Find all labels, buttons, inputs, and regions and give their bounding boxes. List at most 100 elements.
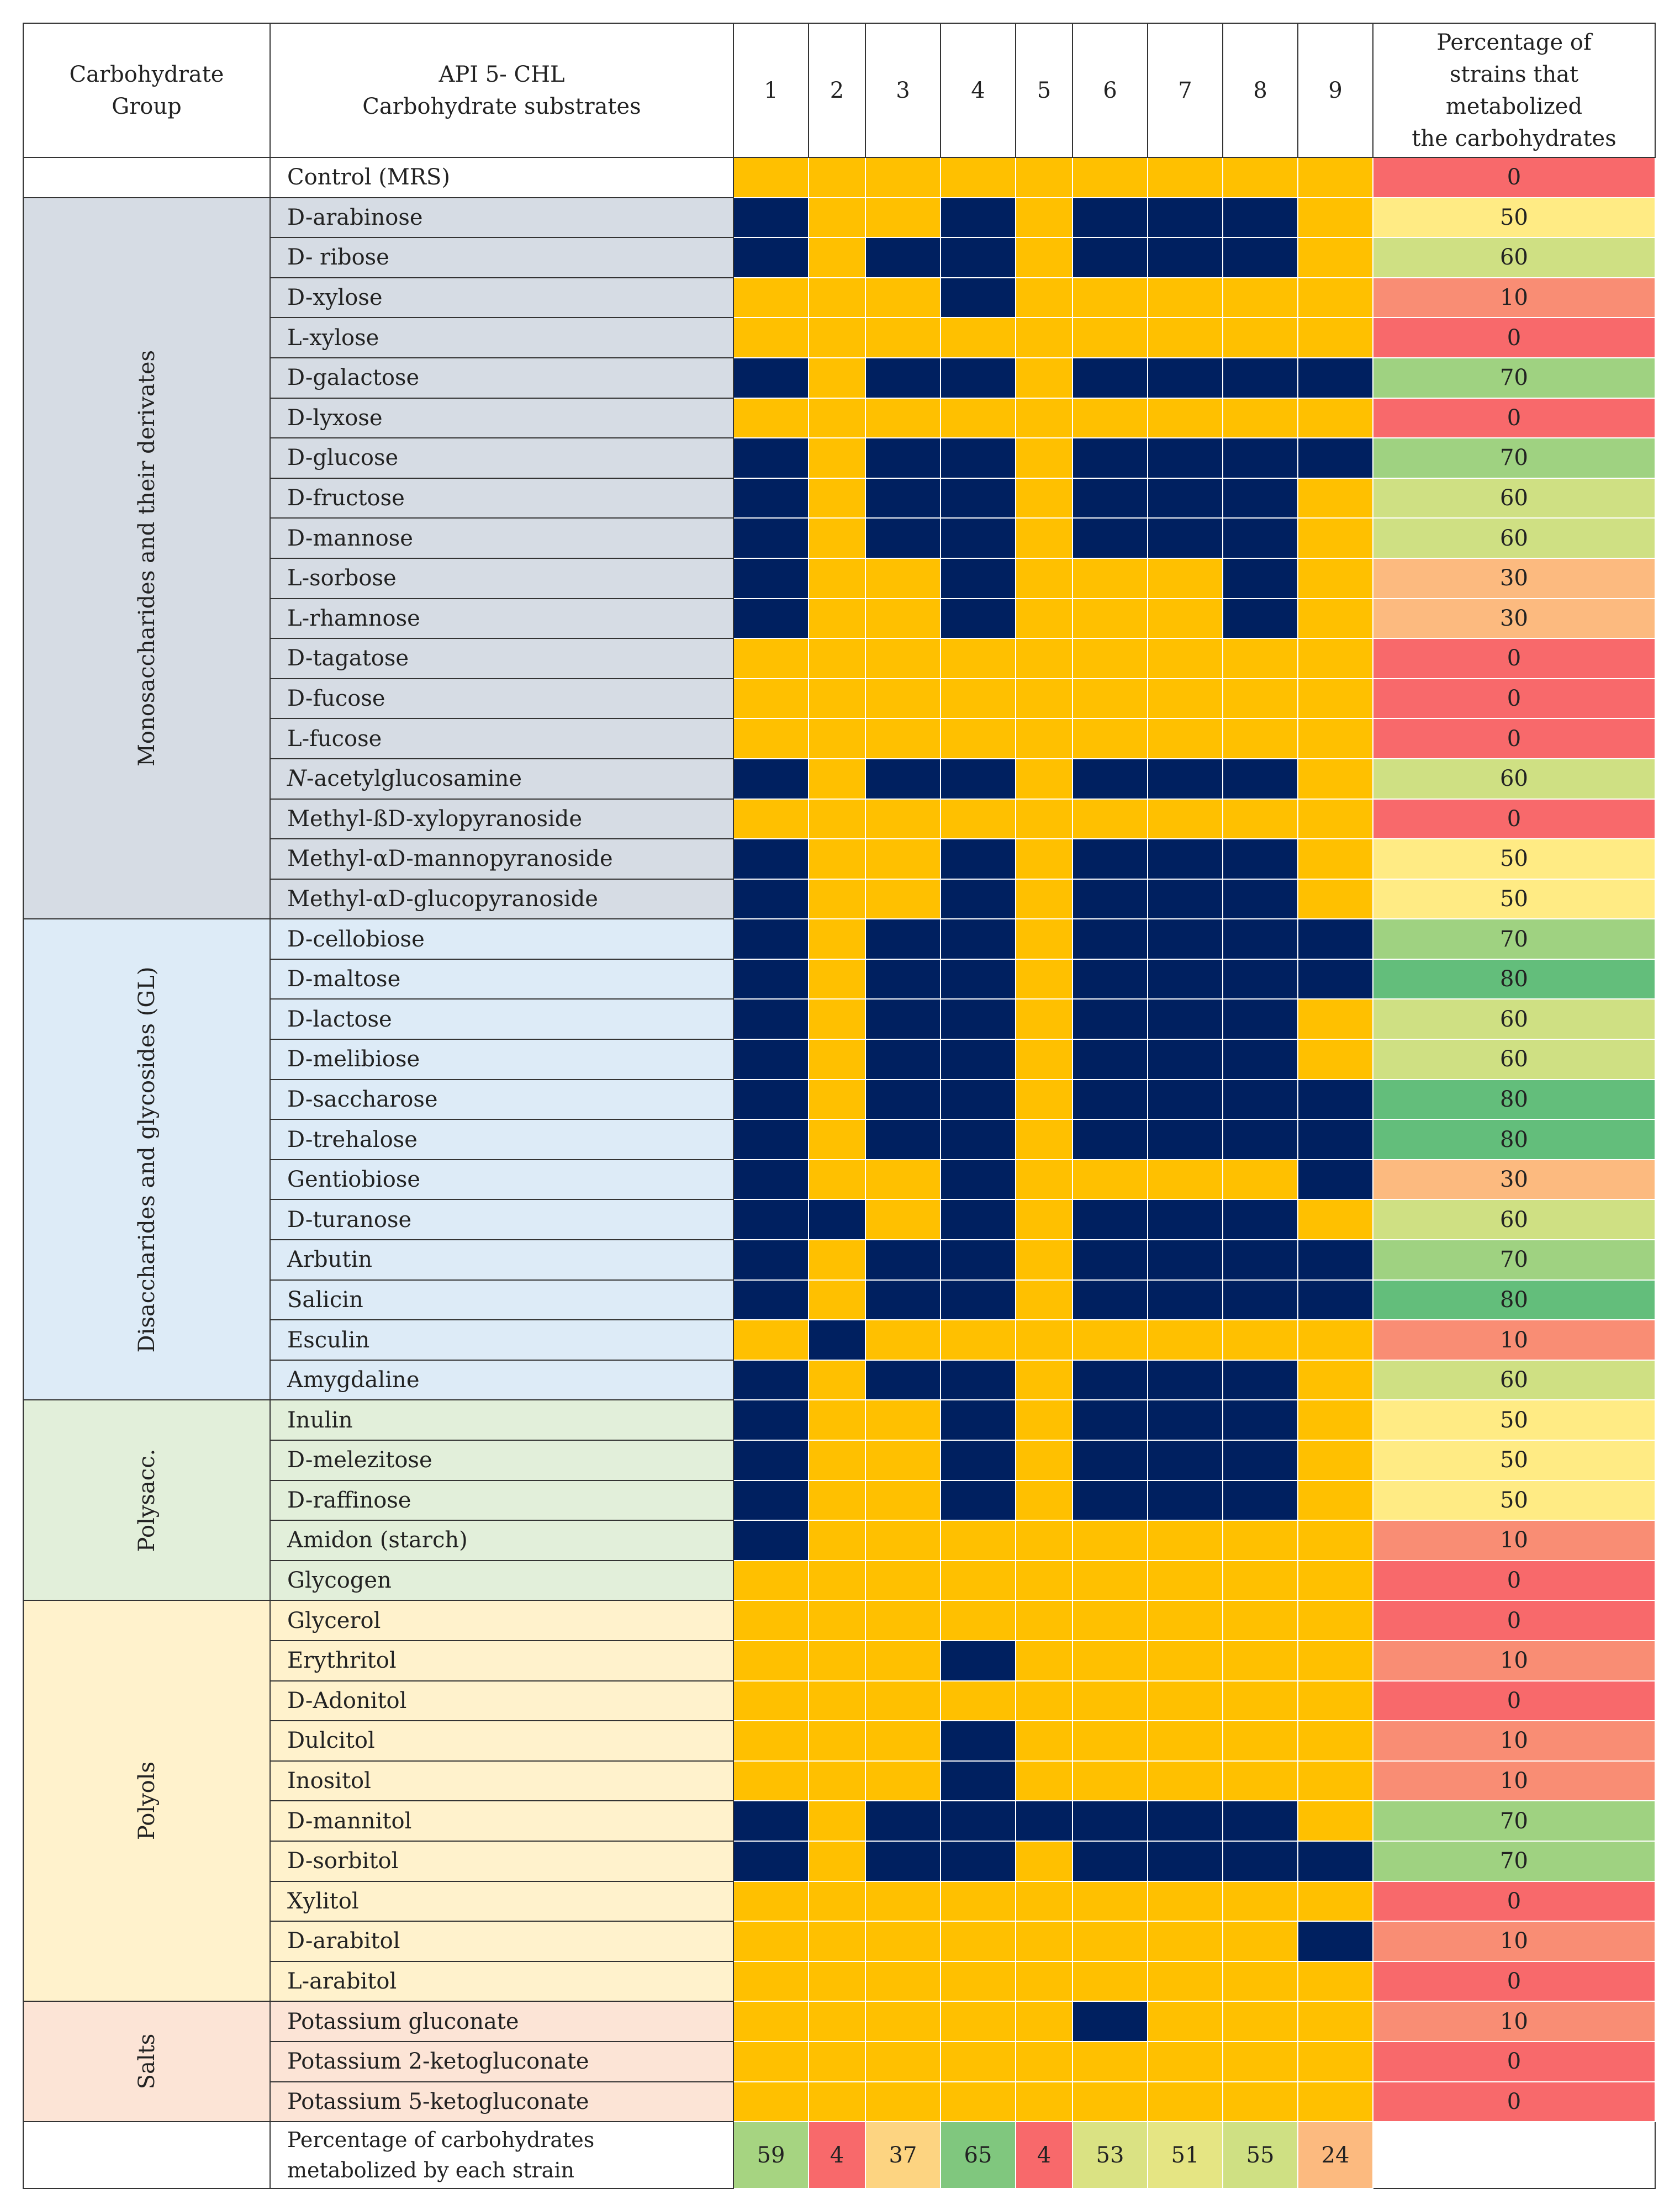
strain-result-cell <box>1222 157 1298 198</box>
strain-result-cell <box>1147 1520 1223 1561</box>
percentage-cell: 70 <box>1372 1840 1656 1882</box>
strain-result-cell <box>1297 1640 1373 1681</box>
table-row: L-xylose 0 <box>23 317 1656 358</box>
strain-result-cell <box>1297 517 1373 559</box>
strain-result-cell <box>733 1119 809 1160</box>
strain-result-cell <box>733 1800 809 1842</box>
percentage-cell: 10 <box>1372 1720 1656 1762</box>
strain-result-cell <box>1072 1760 1148 1802</box>
strain-result-cell <box>733 1600 809 1641</box>
table-row: D-mannitol 70 <box>23 1800 1656 1842</box>
strain-result-cell <box>1222 1279 1298 1321</box>
strain-result-cell <box>940 2001 1016 2042</box>
strain-result-cell <box>1147 1840 1223 1882</box>
strain-result-cell <box>1147 197 1223 239</box>
footer-strain-percentage: 24 <box>1297 2121 1373 2190</box>
strain-result-cell <box>940 958 1016 1000</box>
strain-result-cell <box>1147 1800 1223 1842</box>
footer-row: Percentage of carbohydrates metabolized b… <box>23 2121 1656 2190</box>
strain-result-cell <box>1015 638 1073 679</box>
substrate-name: D-maltose <box>270 958 734 1000</box>
table-row: D-melezitose 50 <box>23 1440 1656 1481</box>
table-row: Esculin 10 <box>23 1319 1656 1361</box>
strain-result-cell <box>865 277 941 319</box>
strain-result-cell <box>1072 1239 1148 1281</box>
strain-result-cell <box>1072 1800 1148 1842</box>
strain-result-cell <box>940 1760 1016 1802</box>
strain-result-cell <box>808 1921 866 1962</box>
strain-result-cell <box>1072 477 1148 519</box>
strain-result-cell <box>1297 1520 1373 1561</box>
percentage-cell: 0 <box>1372 317 1656 358</box>
table-row: Methyl-αD-glucopyranoside 50 <box>23 878 1656 920</box>
table-row: Amygdaline 60 <box>23 1359 1656 1401</box>
table-row: D-mannose 60 <box>23 517 1656 559</box>
strain-result-cell <box>1015 157 1073 198</box>
strain-result-cell <box>1147 1960 1223 2002</box>
strain-result-cell <box>1072 1279 1148 1321</box>
strain-result-cell <box>940 437 1016 479</box>
strain-result-cell <box>808 2081 866 2123</box>
strain-result-cell <box>1147 1319 1223 1361</box>
strain-result-cell <box>733 237 809 278</box>
strain-result-cell <box>1147 277 1223 319</box>
strain-result-cell <box>1072 357 1148 399</box>
strain-result-cell <box>1222 838 1298 880</box>
strain-result-cell <box>1222 1440 1298 1481</box>
strain-result-cell <box>1015 718 1073 759</box>
strain-result-cell <box>865 197 941 239</box>
strain-result-cell <box>808 597 866 639</box>
percentage-cell: 70 <box>1372 357 1656 399</box>
table-row: Monosaccharides and their derivates D-ara… <box>23 197 1656 920</box>
strain-result-cell <box>1072 2001 1148 2042</box>
strain-result-cell <box>733 678 809 720</box>
strain-result-cell <box>940 397 1016 439</box>
strain-result-cell <box>1072 1559 1148 1601</box>
strain-result-cell <box>865 1479 941 1521</box>
strain-result-cell <box>1147 1600 1223 1641</box>
strain-result-cell <box>1222 1760 1298 1802</box>
table-row: L-fucose 0 <box>23 718 1656 759</box>
strain-result-cell <box>1297 1159 1373 1201</box>
table-row: Erythritol 10 <box>23 1640 1656 1681</box>
strain-result-cell <box>808 1559 866 1601</box>
percentage-cell: 0 <box>1372 2040 1656 2082</box>
strain-result-cell <box>1015 1399 1073 1441</box>
group-cell: Disaccharides and glycosides (GL) <box>23 918 271 1401</box>
strain-result-cell <box>1222 317 1298 358</box>
strain-result-cell <box>940 357 1016 399</box>
strain-result-cell <box>1015 477 1073 519</box>
strain-result-cell <box>1147 397 1223 439</box>
strain-result-cell <box>1015 1960 1073 2002</box>
substrate-name: Glycerol <box>270 1600 734 1641</box>
group-cell: Salts <box>23 2001 271 2123</box>
carbohydrate-fermentation-table: Carbohydrate Group API 5- CHL Carbohydrate … <box>23 23 1656 2190</box>
strain-result-cell <box>1222 958 1298 1000</box>
strain-result-cell <box>1015 397 1073 439</box>
strain-result-cell <box>808 998 866 1040</box>
strain-result-cell <box>1072 2040 1148 2082</box>
strain-result-cell <box>940 758 1016 800</box>
strain-result-cell <box>733 1680 809 1722</box>
footer-strain-percentage: 59 <box>733 2121 809 2190</box>
strain-result-cell <box>808 1279 866 1321</box>
strain-result-cell <box>1015 758 1073 800</box>
table-row: D-trehalose 80 <box>23 1119 1656 1160</box>
strain-result-cell <box>1222 1359 1298 1401</box>
strain-result-cell <box>1072 1359 1148 1401</box>
substrate-name: Amidon (starch) <box>270 1520 734 1561</box>
strain-result-cell <box>865 1680 941 1722</box>
header-group: Carbohydrate Group <box>23 23 271 158</box>
strain-result-cell <box>1222 2040 1298 2082</box>
table-row: D-galactose 70 <box>23 357 1656 399</box>
strain-result-cell <box>808 1479 866 1521</box>
strain-result-cell <box>808 758 866 800</box>
strain-result-cell <box>733 1960 809 2002</box>
strain-result-cell <box>1147 237 1223 278</box>
strain-result-cell <box>940 1039 1016 1080</box>
strain-result-cell <box>1222 638 1298 679</box>
group-label: Salts <box>134 2033 160 2090</box>
strain-result-cell <box>1222 1159 1298 1201</box>
strain-result-cell <box>940 1800 1016 1842</box>
substrate-name: Xylitol <box>270 1880 734 1922</box>
